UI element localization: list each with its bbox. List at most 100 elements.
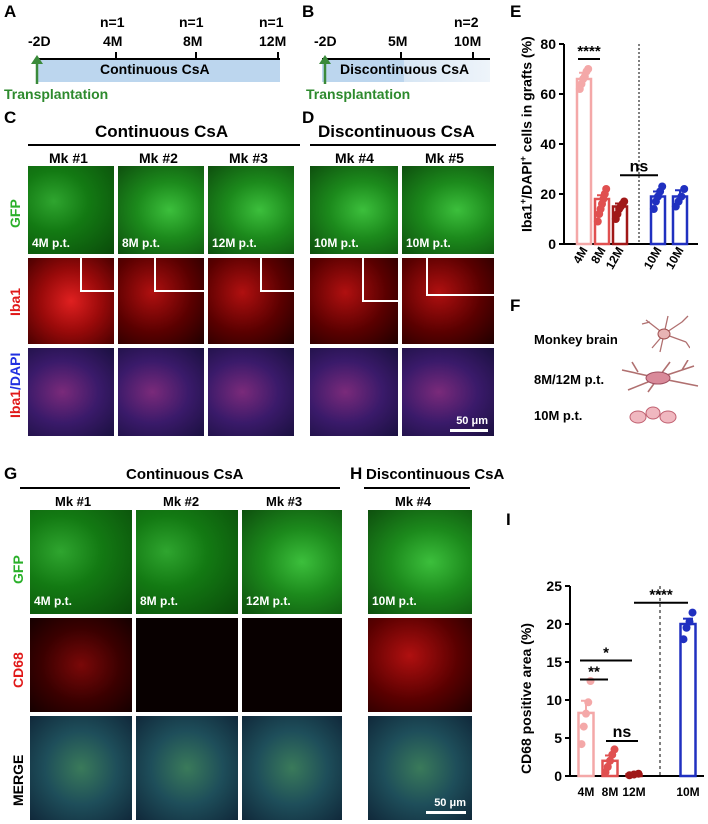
- panel-g-title: Continuous CsA: [126, 466, 244, 483]
- y-tick-label: 0: [548, 236, 556, 252]
- panel-b-tick-10m: 10M: [454, 33, 482, 49]
- bar: [575, 77, 593, 246]
- panel-d-title: Discontinuous CsA: [318, 122, 475, 141]
- data-point: [677, 192, 686, 201]
- panel-g-cd68-mk1: [30, 618, 132, 712]
- x-tick-label: 12M: [603, 244, 627, 271]
- panel-a-n-8m: n=1: [179, 14, 204, 30]
- panel-b-tick-mark-2: [472, 52, 474, 60]
- panel-i-chart: 0 5 10 15 20 25 4M 8M 12M 10M *** ns ****: [546, 578, 704, 799]
- data-point: [602, 185, 611, 193]
- panel-c-iba1-inset-2: [154, 258, 204, 292]
- panel-g-title-underline: [20, 487, 340, 489]
- panel-c-col-1: Mk #1: [49, 150, 88, 166]
- sig-label: ns: [613, 724, 632, 741]
- data-point: [584, 65, 593, 73]
- panel-g-gfp-mk1: 4M p.t.: [30, 510, 132, 614]
- panel-e-ylabel-sup2: +: [518, 156, 528, 162]
- data-point: [658, 182, 667, 191]
- panel-c-iba1-inset-3: [260, 258, 294, 292]
- x-tick-label: 4M: [578, 785, 595, 799]
- panel-a-n-12m: n=1: [259, 14, 284, 30]
- panel-c-iba1-mk2: [118, 258, 204, 344]
- panel-i-ylabel: CD68 positive area (%): [518, 623, 534, 774]
- panel-f-item-1: Monkey brain: [534, 332, 618, 347]
- panel-g-col-1: Mk #1: [55, 494, 92, 509]
- panel-a-tick-12m: 12M: [259, 33, 287, 49]
- panel-c-title: Continuous CsA: [95, 122, 229, 141]
- y-tick-label: 20: [546, 616, 562, 632]
- panel-h-cd68-mk4: [368, 618, 472, 712]
- microglia-amoeboid-icon: [629, 406, 677, 424]
- data-point: [606, 756, 614, 765]
- panel-g-letter: G: [4, 464, 18, 483]
- panel-a-tick-mark-3: [277, 52, 279, 60]
- panel-g-gfp-mk3: 12M p.t.: [242, 510, 342, 614]
- y-tick-label: 40: [540, 136, 556, 152]
- panel-h-scalebar-line: [426, 811, 466, 814]
- panel-c-letter: C: [4, 108, 17, 127]
- x-tick-label: 8M: [602, 785, 619, 799]
- panel-e-ylabel-end: cells in grafts (%): [518, 36, 535, 157]
- panel-c-merge-iba1: Iba1: [7, 389, 23, 418]
- panel-g-tp-3: 12M p.t.: [246, 594, 291, 608]
- panel-a-letter: A: [4, 2, 17, 21]
- panel-d-scalebar-label: 50 μm: [456, 415, 488, 427]
- y-tick-label: 80: [540, 36, 556, 52]
- panel-h-gfp-mk4: 10M p.t.: [368, 510, 472, 614]
- panel-d-letter: D: [302, 108, 315, 127]
- data-point: [680, 185, 689, 193]
- panel-b-arrow-icon: [319, 55, 331, 84]
- panel-g-row-cd68-label: CD68: [10, 652, 26, 688]
- panel-a-timeline-bar: [36, 58, 280, 82]
- panel-d-iba1-inset-2: [426, 258, 494, 296]
- data-point: [685, 617, 694, 626]
- panel-h-col-1: Mk #4: [395, 494, 432, 509]
- panel-c-gfp-mk1: 4M p.t.: [28, 166, 114, 254]
- panel-d-iba1-mk4: [310, 258, 398, 344]
- panel-c-tp-1: 4M p.t.: [32, 236, 70, 250]
- panel-g-cd68-mk2: [136, 618, 238, 712]
- panel-c-iba1-inset-1: [80, 258, 114, 292]
- panel-f-item-3: 10M p.t.: [534, 408, 583, 423]
- data-point: [688, 608, 697, 617]
- panel-d-iba1-mk5: [402, 258, 494, 344]
- x-tick-label: 10M: [676, 785, 699, 799]
- panel-h-title-underline: [364, 487, 470, 489]
- data-point: [679, 635, 688, 644]
- y-tick-label: 20: [540, 186, 556, 202]
- panel-g-row-merge-label: MERGE: [10, 754, 26, 806]
- panel-d-merge-mk5: 50 μm: [402, 348, 494, 436]
- panel-c-col-3: Mk #3: [229, 150, 268, 166]
- panel-g-tp-1: 4M p.t.: [34, 594, 72, 608]
- panel-b-transplant-label: Transplantation: [306, 86, 411, 102]
- panel-d-iba1-inset-1: [362, 258, 398, 302]
- panel-b-bar-label: Discontinuous CsA: [340, 61, 470, 77]
- panel-a-n-4m: n=1: [100, 14, 125, 30]
- panel-e-ylabel-main: Iba1: [518, 203, 535, 232]
- panel-g-col-2: Mk #2: [163, 494, 200, 509]
- panel-d-gfp-mk5: 10M p.t.: [402, 166, 494, 254]
- panel-c-row-iba1-label: Iba1: [7, 287, 23, 316]
- panel-b-tick-5m: 5M: [388, 33, 408, 49]
- data-point: [603, 762, 612, 771]
- panel-b-tick-mark-1: [400, 52, 402, 60]
- x-tick-label: 12M: [622, 785, 645, 799]
- data-point: [584, 698, 593, 707]
- microglia-ramified-icon: [641, 315, 690, 353]
- data-point: [682, 623, 691, 632]
- data-point: [593, 217, 602, 226]
- data-point: [610, 745, 619, 754]
- panel-d-title-underline: [310, 144, 496, 146]
- panel-d-merge-mk4: [310, 348, 398, 436]
- sig-label: **: [588, 663, 600, 680]
- panel-a-tick-mark-1: [115, 52, 117, 60]
- panel-c-iba1-mk3: [208, 258, 294, 344]
- panel-e-ylabel-mid: /DAPI: [518, 161, 535, 199]
- panel-f-letter: F: [510, 296, 521, 315]
- data-point: [649, 205, 658, 213]
- panel-d-col-1: Mk #4: [335, 150, 374, 166]
- panel-a-transplant-label: Transplantation: [4, 86, 109, 102]
- panel-c-title-underline: [28, 144, 300, 146]
